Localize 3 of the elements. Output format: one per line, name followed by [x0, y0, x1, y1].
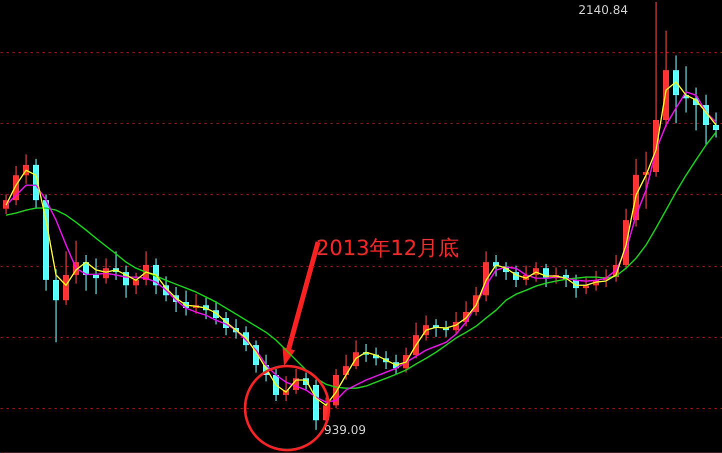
annotation: 2013年12月底: [316, 236, 460, 260]
annotation: 939.09: [324, 422, 366, 437]
annotation: 2140.84: [578, 2, 628, 17]
